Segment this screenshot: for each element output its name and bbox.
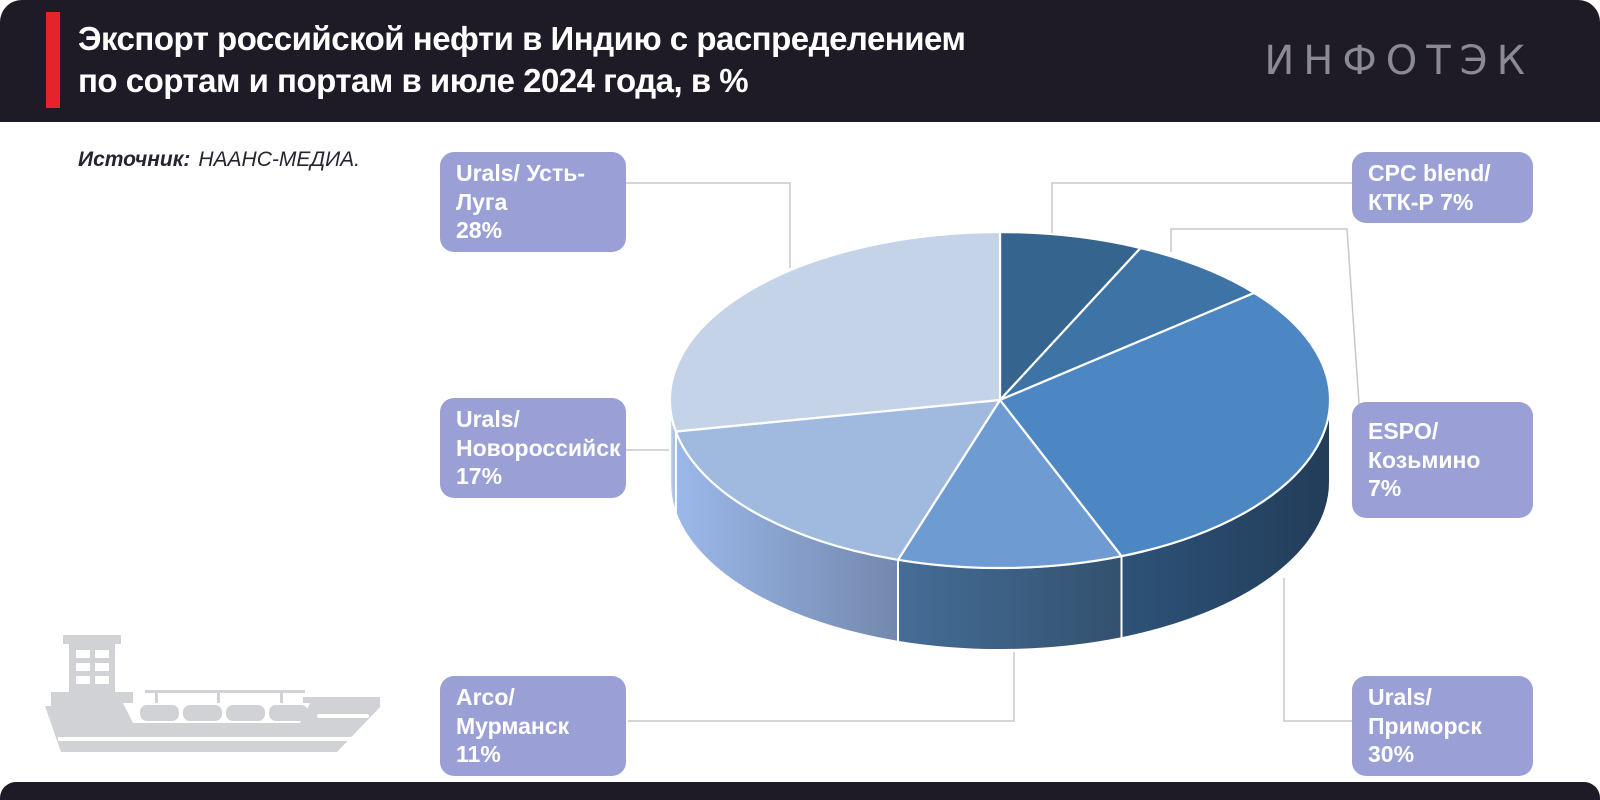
pie-slice-4 bbox=[674, 398, 1002, 561]
ship-bridge-roof bbox=[63, 635, 121, 644]
ship-railing-post bbox=[155, 693, 158, 703]
leader-line-cpc bbox=[1051, 182, 1352, 256]
ship-tank bbox=[226, 705, 265, 721]
callout-value: 30% bbox=[1368, 741, 1415, 768]
ship-window bbox=[76, 650, 90, 658]
callout-espo-kozmino: ESPO/ Козьмино 7% bbox=[1352, 402, 1533, 518]
callout-urals-ust-luga: Urals/ Усть-Луга 28% bbox=[440, 152, 626, 252]
page-title-line1: Экспорт российской нефти в Индию с распр… bbox=[78, 20, 966, 57]
pie-slice-1 bbox=[998, 246, 1256, 402]
source-note: Источник: НААНС-МЕДИА. bbox=[78, 148, 360, 172]
source-value: НААНС-МЕДИА. bbox=[198, 148, 361, 171]
ship-bow-stripe bbox=[317, 714, 369, 718]
tanker-ship-tanks bbox=[140, 705, 308, 721]
ship-window bbox=[76, 676, 90, 684]
page-title-line2: по сортам и портам в июле 2024 года, в % bbox=[78, 62, 749, 100]
page-title: Экспорт российской нефти в Индию с распр… bbox=[78, 18, 966, 102]
footer-bar bbox=[0, 782, 1600, 800]
callout-line: Urals/ Усть-Луга bbox=[456, 160, 586, 215]
header-accent-bar bbox=[46, 12, 60, 108]
pie-slice-5 bbox=[668, 230, 1002, 433]
callout-cpc-blend: CPC blend/ КТК-Р 7% bbox=[1352, 152, 1533, 224]
callout-arco-murmansk: Arco/ Мурманск 11% bbox=[440, 676, 626, 776]
callout-value: 7% bbox=[1368, 475, 1402, 502]
callout-urals-primorsk: Urals/ Приморск 30% bbox=[1352, 676, 1533, 776]
callout-value: КТК-Р 7% bbox=[1368, 188, 1474, 215]
pie-slice-2 bbox=[998, 291, 1332, 558]
pie-slice-0 bbox=[998, 230, 1142, 402]
pie-slice-3 bbox=[896, 398, 1123, 570]
ship-window bbox=[95, 650, 109, 658]
ship-fore-deck bbox=[303, 697, 380, 706]
leader-line-arco bbox=[628, 652, 1015, 722]
leader-line-ust_luga bbox=[626, 182, 791, 268]
source-label: Источник: bbox=[78, 148, 191, 171]
callout-value: 11% bbox=[456, 741, 501, 768]
leader-line-espo bbox=[1170, 228, 1361, 419]
callout-value: 28% bbox=[456, 217, 503, 244]
ship-hull-stripe bbox=[58, 737, 354, 741]
ship-railing-post bbox=[280, 693, 283, 703]
ship-window bbox=[95, 676, 109, 684]
ship-bridge-base bbox=[51, 692, 133, 706]
callout-value: 17% bbox=[456, 463, 503, 490]
ship-tank bbox=[269, 705, 308, 721]
ship-tank bbox=[183, 705, 222, 721]
ship-railing-post bbox=[217, 693, 220, 703]
ship-window bbox=[95, 663, 109, 671]
ship-tank bbox=[140, 705, 179, 721]
callout-line: Urals/ Приморск bbox=[1368, 684, 1482, 739]
ship-railing bbox=[145, 690, 305, 693]
callout-urals-novorossiysk: Urals/ Новороссийск 17% bbox=[440, 398, 626, 498]
leader-line-primorsk bbox=[1283, 578, 1352, 722]
tanker-ship-illustration bbox=[45, 635, 381, 752]
pie-side-3 bbox=[897, 555, 1123, 652]
header: Экспорт российской нефти в Индию с распр… bbox=[0, 0, 1600, 122]
callout-line: ESPO/ Козьмино bbox=[1368, 418, 1481, 473]
infotek-logo: ИНФОТЭК bbox=[1264, 38, 1534, 84]
callout-line: Urals/ bbox=[456, 406, 520, 432]
callout-line: CPC blend/ bbox=[1368, 160, 1491, 186]
callout-line: Новороссийск bbox=[456, 434, 621, 461]
callout-line: Arco/ Мурманск bbox=[456, 684, 570, 739]
ship-window bbox=[76, 663, 90, 671]
